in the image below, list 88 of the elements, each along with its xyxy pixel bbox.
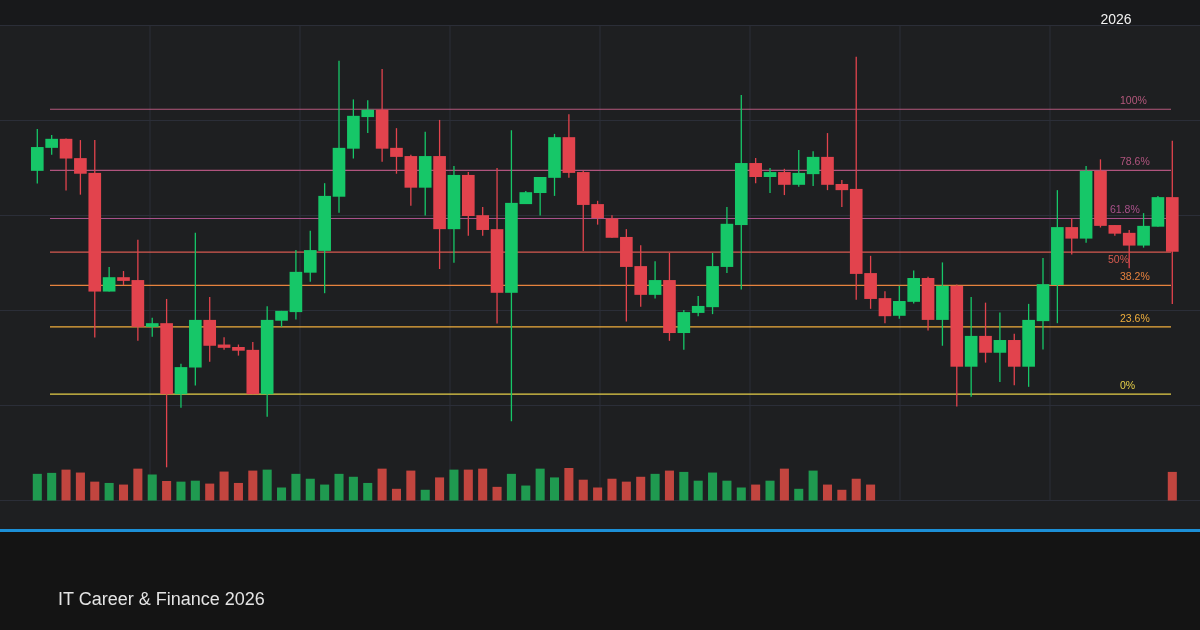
bar bbox=[219, 471, 229, 501]
candlestick bbox=[59, 137, 73, 192]
bar bbox=[664, 470, 674, 501]
bar bbox=[679, 471, 689, 501]
bar bbox=[478, 468, 488, 501]
bar bbox=[104, 482, 114, 501]
bar bbox=[176, 481, 186, 501]
bar bbox=[32, 473, 42, 501]
bar bbox=[593, 487, 603, 501]
bar bbox=[521, 485, 531, 501]
candlestick bbox=[763, 167, 777, 194]
bar bbox=[133, 468, 143, 501]
candlestick bbox=[778, 168, 791, 196]
candlestick bbox=[792, 149, 806, 188]
candlestick bbox=[605, 214, 619, 239]
bar bbox=[205, 483, 215, 501]
candlestick bbox=[835, 179, 849, 208]
bar bbox=[808, 470, 818, 501]
bar bbox=[1167, 471, 1177, 501]
bar bbox=[851, 478, 861, 501]
bar bbox=[736, 487, 746, 501]
bar bbox=[837, 489, 847, 501]
bar bbox=[61, 469, 71, 501]
bar bbox=[248, 470, 258, 501]
bar bbox=[377, 468, 387, 501]
bar bbox=[262, 469, 272, 501]
bar bbox=[607, 478, 617, 501]
text: 2026 bbox=[1100, 10, 1132, 27]
bar bbox=[751, 484, 761, 501]
bar bbox=[650, 473, 660, 501]
candlestick bbox=[648, 260, 662, 300]
bar bbox=[320, 484, 330, 501]
bar bbox=[492, 486, 502, 501]
candlestick bbox=[979, 302, 992, 364]
bar bbox=[75, 472, 85, 501]
annotation: 0% bbox=[1120, 379, 1136, 392]
bar bbox=[406, 470, 416, 501]
bar bbox=[334, 473, 344, 501]
bar bbox=[822, 484, 833, 501]
candlestick bbox=[677, 309, 691, 351]
bar bbox=[794, 488, 804, 501]
bar bbox=[463, 469, 473, 501]
annotation: 38.2% bbox=[1120, 270, 1150, 283]
bar bbox=[866, 484, 876, 501]
annotation: 61.8% bbox=[1110, 203, 1140, 216]
bar bbox=[363, 482, 373, 501]
bar bbox=[621, 481, 631, 501]
bar bbox=[708, 472, 718, 501]
bar bbox=[291, 473, 301, 501]
candlestick bbox=[806, 150, 820, 187]
bar bbox=[549, 477, 560, 501]
candlestick bbox=[1065, 217, 1079, 256]
annotation: 100% bbox=[1120, 94, 1147, 107]
bar bbox=[118, 484, 129, 501]
bar bbox=[779, 468, 789, 501]
bar bbox=[162, 481, 172, 501]
bar bbox=[435, 477, 445, 501]
bar bbox=[305, 478, 315, 501]
bar bbox=[765, 480, 775, 501]
bar bbox=[636, 476, 646, 501]
bar bbox=[90, 481, 100, 501]
bar bbox=[147, 474, 157, 501]
candlestick bbox=[1137, 212, 1150, 249]
candlestick bbox=[533, 176, 547, 217]
bar bbox=[449, 469, 459, 501]
annotation: 78.6% bbox=[1120, 155, 1150, 168]
candlestick bbox=[993, 311, 1007, 383]
bar bbox=[693, 480, 703, 501]
bar bbox=[233, 482, 243, 501]
text: IT Career & Finance 2026 bbox=[58, 588, 265, 609]
bar bbox=[506, 473, 516, 501]
candlestick bbox=[390, 127, 403, 175]
bar bbox=[277, 487, 287, 501]
bar bbox=[535, 468, 545, 501]
bar bbox=[420, 489, 430, 501]
bar bbox=[722, 480, 732, 501]
bar bbox=[47, 472, 57, 501]
bar bbox=[578, 479, 588, 501]
candlestick bbox=[749, 157, 762, 184]
annotation: 50% bbox=[1108, 253, 1130, 266]
bar bbox=[348, 476, 358, 501]
candlestick bbox=[145, 317, 159, 338]
annotation: 23.6% bbox=[1120, 311, 1150, 324]
bar bbox=[564, 468, 574, 501]
candlestick bbox=[878, 290, 892, 324]
bar bbox=[391, 488, 401, 501]
bar bbox=[190, 480, 200, 501]
candlestick bbox=[102, 266, 116, 293]
